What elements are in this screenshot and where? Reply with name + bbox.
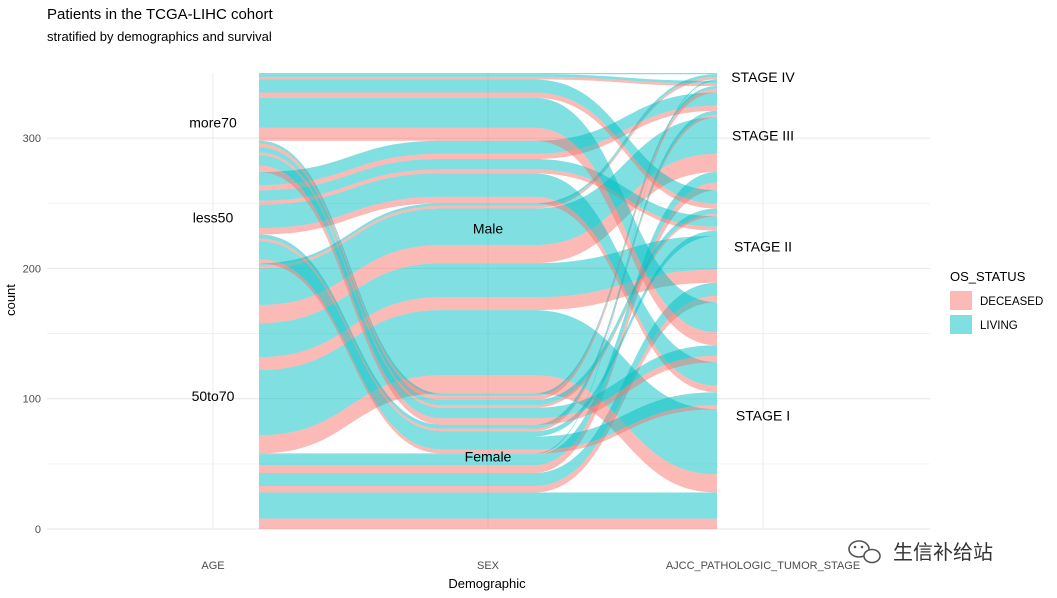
flow-deceased <box>259 152 717 408</box>
y-axis-ticks: 0 100 200 300 <box>23 133 41 536</box>
stratum-label: STAGE II <box>734 238 792 254</box>
legend-title: OS_STATUS <box>950 269 1026 284</box>
flow-living <box>259 97 717 333</box>
stratum-label: 50to70 <box>192 388 235 404</box>
stratum-label: more70 <box>189 115 237 131</box>
x-tick-label: AJCC_PATHOLOGIC_TUMOR_STAGE <box>666 560 860 572</box>
flow-deceased <box>259 153 717 324</box>
watermark: 生信补给站 <box>848 540 993 564</box>
x-tick-label: AGE <box>201 560 224 572</box>
x-axis-title: Demographic <box>448 576 526 591</box>
legend-key-deceased <box>950 291 972 310</box>
flow-living <box>259 172 717 466</box>
legend-key-living <box>950 315 972 334</box>
flow-living <box>259 155 717 419</box>
flow-living <box>259 492 717 519</box>
flow-deceased <box>259 196 717 393</box>
wechat-icon <box>848 540 881 564</box>
watermark-text: 生信补给站 <box>893 540 993 564</box>
flow-living <box>259 74 717 84</box>
x-axis-ticks: AGE SEX AJCC_PATHOLOGIC_TUMOR_STAGE <box>201 560 860 572</box>
x-tick-label: SEX <box>477 560 500 572</box>
flow-living <box>259 92 717 186</box>
flow-living <box>259 235 717 358</box>
flow-living <box>259 230 717 437</box>
flow-living <box>259 117 717 305</box>
flow-deceased <box>259 76 717 87</box>
flow-deceased <box>259 88 717 401</box>
flows <box>259 73 717 529</box>
flow-deceased <box>259 259 717 454</box>
flow-living <box>259 246 717 450</box>
stratum-label: STAGE III <box>732 128 794 144</box>
y-tick-label: 300 <box>23 133 41 145</box>
chart-subtitle: stratified by demographics and survival <box>47 29 272 44</box>
legend-label-deceased: DECEASED <box>980 296 1043 308</box>
legend: OS_STATUS DECEASED LIVING <box>950 269 1043 334</box>
flow-living <box>259 73 717 75</box>
flow-living <box>259 79 717 204</box>
stratum-label: STAGE I <box>736 408 790 424</box>
chart-title: Patients in the TCGA-LIHC cohort <box>47 6 273 23</box>
y-axis-title: count <box>3 284 18 316</box>
flow-living <box>259 173 717 386</box>
flow-living <box>259 147 717 406</box>
flow-deceased <box>259 182 717 473</box>
strata: 50to70 less50 more70 Female Male STAGE I STAGE… <box>189 69 795 465</box>
stratum-label: Female <box>465 449 512 465</box>
legend-label-living: LIVING <box>980 320 1018 332</box>
stratum-label: Male <box>473 221 504 237</box>
y-tick-label: 100 <box>23 394 41 406</box>
flow-deceased <box>259 92 717 209</box>
flow-deceased <box>259 269 717 371</box>
y-tick-label: 200 <box>23 263 41 275</box>
stratum-label: less50 <box>193 210 234 226</box>
stratum-label: STAGE IV <box>731 69 795 85</box>
flow-deceased <box>259 127 717 346</box>
flow-deceased <box>259 518 717 529</box>
y-tick-label: 0 <box>35 524 41 536</box>
flow-deceased <box>259 165 717 425</box>
